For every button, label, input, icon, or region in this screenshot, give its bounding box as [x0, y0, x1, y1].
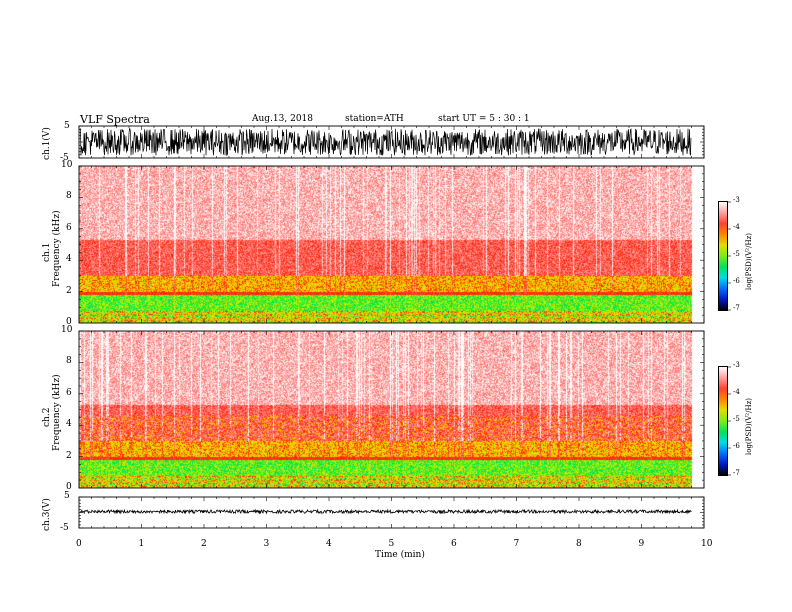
ch2-freq-tick-0: 0	[66, 482, 72, 492]
ch1-freq-tick-8: 8	[66, 191, 72, 202]
start-time-label: start UT = 5 : 30 : 1	[438, 114, 530, 124]
ch1-spectrogram-ylabel-a: ch.1	[42, 242, 52, 262]
ch2-colorbar-label: log(PSD)(V²/Hz)	[745, 398, 753, 455]
ch2-freq-tick-8: 8	[66, 356, 72, 367]
colorbar-2-tick--5: -5	[733, 415, 740, 423]
colorbar-2-tick--6: -6	[733, 442, 740, 450]
ch1-waveform-trace	[79, 127, 692, 157]
ch3-ytick-bottom: -5	[60, 523, 69, 533]
ch3-ytick-top: 5	[64, 491, 70, 501]
ch2-spectrogram-ylabel-b: Frequency (kHz)	[52, 374, 62, 451]
colorbar-1-tick--6: -6	[733, 277, 740, 285]
date-label: Aug.13, 2018	[252, 114, 313, 124]
colorbar-1-tick--3: -3	[733, 196, 740, 204]
x-tick-label-5: 5	[388, 539, 395, 549]
tick-marks	[78, 125, 731, 529]
x-tick-label-3: 3	[263, 539, 270, 549]
panel-frames	[78, 125, 705, 529]
station-label: station=ATH	[345, 114, 404, 124]
colorbar-1-tick--5: -5	[733, 250, 740, 258]
x-tick-label-7: 7	[513, 539, 520, 549]
ch1-freq-tick-6: 6	[66, 222, 72, 233]
ch1-freq-tick-0: 0	[66, 317, 72, 327]
ch1-spectrogram	[79, 166, 693, 323]
x-tick-label-9: 9	[638, 539, 645, 549]
ch2-spectrogram	[79, 331, 693, 488]
ch1-freq-tick-4: 4	[66, 254, 72, 265]
ch3-waveform-ylabel: ch.3(V)	[42, 498, 52, 531]
colorbar-2-tick--7: -7	[733, 469, 740, 477]
ch1-spectrogram-ylabel-b: Frequency (kHz)	[52, 210, 62, 287]
ch2-freq-tick-4: 4	[66, 419, 72, 430]
x-tick-label-8: 8	[576, 539, 582, 549]
colorbar-1-tick--4: -4	[733, 223, 740, 231]
ch1-freq-tick-2: 2	[66, 285, 72, 296]
x-axis-label: Time (min)	[375, 550, 425, 560]
ch1-ytick-bottom: -5	[60, 153, 69, 163]
ch2-freq-tick-2: 2	[66, 450, 72, 461]
ch2-spectrogram-ylabel-a: ch.2	[42, 407, 52, 427]
ch1-ytick-top: 5	[64, 121, 70, 131]
x-tick-label-2: 2	[201, 539, 207, 549]
panel-frame-3	[78, 330, 705, 489]
ch1-colorbar	[718, 201, 728, 311]
colorbar-2-tick--4: -4	[733, 388, 740, 396]
ch1-freq-tick-10: 10	[61, 160, 73, 170]
x-tick-label-6: 6	[451, 539, 457, 549]
ch3-waveform-trace	[79, 508, 692, 515]
ch1-waveform-ylabel: ch.1(V)	[42, 127, 52, 160]
x-tick-label-1: 1	[138, 539, 145, 549]
panel-frame-2	[78, 165, 705, 324]
x-tick-label-10: 10	[701, 539, 713, 549]
colorbar-2-tick--3: -3	[733, 361, 740, 369]
ch2-colorbar	[718, 366, 728, 476]
ch2-freq-tick-10: 10	[61, 325, 73, 335]
x-tick-label-0: 0	[76, 539, 82, 549]
chart-title: VLF Spectra	[80, 113, 150, 126]
colorbar-1-tick--7: -7	[733, 304, 740, 312]
ch2-freq-tick-6: 6	[66, 387, 72, 398]
ch1-colorbar-label: log(PSD)(V²/Hz)	[745, 233, 753, 290]
x-tick-label-4: 4	[326, 539, 332, 549]
